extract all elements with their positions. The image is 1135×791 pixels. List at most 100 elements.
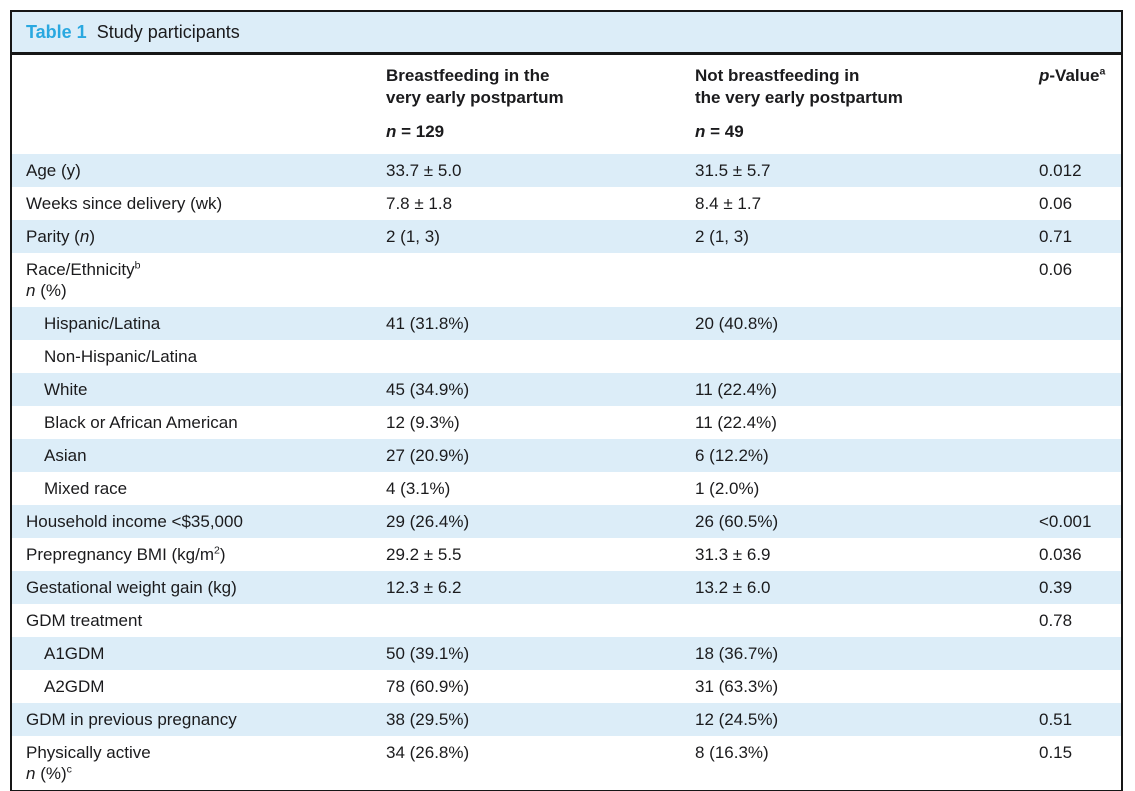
row-value-breastfeeding: 33.7 ± 5.0 — [386, 161, 462, 180]
row-value-not-breastfeeding: 31.5 ± 5.7 — [695, 161, 771, 180]
row-p-value: 0.39 — [1039, 578, 1073, 597]
row-value-not-breastfeeding — [695, 340, 1039, 373]
header-not-breastfeeding-label: Not breastfeeding in the very early post… — [695, 65, 1039, 109]
row-value-not-breastfeeding: 26 (60.5%) — [695, 512, 779, 531]
row-label: GDM treatment — [26, 611, 143, 630]
row-value-not-breastfeeding: 2 (1, 3) — [695, 227, 749, 246]
table-row: A1GDM 50 (39.1%) 18 (36.7%) — [12, 637, 1121, 670]
row-label: Black or African American — [44, 413, 238, 432]
row-p-value — [1039, 670, 1121, 703]
row-label: White — [44, 380, 88, 399]
row-value-breastfeeding: 12 (9.3%) — [386, 413, 460, 432]
row-value-not-breastfeeding: 12 (24.5%) — [695, 710, 779, 729]
row-value-not-breastfeeding: 31.3 ± 6.9 — [695, 545, 771, 564]
row-label: Hispanic/Latina — [44, 314, 161, 333]
row-value-not-breastfeeding — [695, 253, 1039, 307]
table-row: GDM treatment 0.78 — [12, 604, 1121, 637]
row-p-value: <0.001 — [1039, 512, 1092, 531]
row-value-not-breastfeeding: 8 (16.3%) — [695, 743, 769, 762]
row-value-breastfeeding: 7.8 ± 1.8 — [386, 194, 453, 213]
row-label: Household income <$35,000 — [26, 512, 243, 531]
row-p-value: 0.71 — [1039, 227, 1073, 246]
table-caption: Study participants — [96, 21, 240, 42]
row-label: A2GDM — [44, 677, 105, 696]
header-breastfeeding-label: Breastfeeding in the very early postpart… — [386, 65, 695, 109]
row-value-breastfeeding: 50 (39.1%) — [386, 644, 470, 663]
row-label: Gestational weight gain (kg) — [26, 578, 237, 597]
table-row: Weeks since delivery (wk) 7.8 ± 1.8 8.4 ± … — [12, 187, 1121, 220]
row-p-value: 0.51 — [1039, 710, 1073, 729]
row-value-breastfeeding: 78 (60.9%) — [386, 677, 470, 696]
participants-table: Breastfeeding in the very early postpart… — [12, 55, 1121, 790]
row-value-not-breastfeeding — [695, 604, 1039, 637]
row-value-breastfeeding: 29 (26.4%) — [386, 512, 470, 531]
table-row: Mixed race 4 (3.1%) 1 (2.0%) — [12, 472, 1121, 505]
row-label: Mixed race — [44, 479, 128, 498]
header-breastfeeding: Breastfeeding in the very early postpart… — [386, 55, 695, 154]
row-value-breastfeeding: 38 (29.5%) — [386, 710, 470, 729]
row-p-value: 0.78 — [1039, 611, 1073, 630]
row-value-breastfeeding: 45 (34.9%) — [386, 380, 470, 399]
row-value-breastfeeding: 29.2 ± 5.5 — [386, 545, 462, 564]
table-row: Black or African American 12 (9.3%) 11 (22… — [12, 406, 1121, 439]
table-title-bar: Table 1 Study participants — [12, 12, 1121, 55]
row-value-not-breastfeeding: 13.2 ± 6.0 — [695, 578, 771, 597]
row-p-value: 0.06 — [1039, 194, 1073, 213]
row-value-breastfeeding: 41 (31.8%) — [386, 314, 470, 333]
header-not-breastfeeding: Not breastfeeding in the very early post… — [695, 55, 1039, 154]
row-value-not-breastfeeding: 8.4 ± 1.7 — [695, 194, 762, 213]
table-1-frame: Table 1 Study participants Breastfeeding… — [10, 10, 1123, 791]
row-value-not-breastfeeding: 31 (63.3%) — [695, 677, 779, 696]
header-not-breastfeeding-n: n = 49 — [695, 122, 744, 141]
table-row: Asian 27 (20.9%) 6 (12.2%) — [12, 439, 1121, 472]
table-body: Age (y) 33.7 ± 5.0 31.5 ± 5.7 0.012 Weeks si… — [12, 154, 1121, 790]
row-label: Asian — [44, 446, 87, 465]
table-row: White 45 (34.9%) 11 (22.4%) — [12, 373, 1121, 406]
table-row: Non-Hispanic/Latina — [12, 340, 1121, 373]
row-p-value — [1039, 472, 1121, 505]
table-row: GDM in previous pregnancy 38 (29.5%) 12 (2… — [12, 703, 1121, 736]
table-number: Table 1 — [26, 21, 87, 42]
row-label: Prepregnancy BMI (kg/m2) — [26, 544, 226, 564]
row-value-breastfeeding: 4 (3.1%) — [386, 479, 451, 498]
table-header: Breastfeeding in the very early postpart… — [12, 55, 1121, 154]
row-value-breastfeeding: 12.3 ± 6.2 — [386, 578, 462, 597]
header-breastfeeding-n: n = 129 — [386, 122, 445, 141]
row-value-not-breastfeeding: 11 (22.4%) — [695, 380, 777, 399]
table-row: Race/Ethnicityb n (%) 0.06 — [12, 253, 1121, 307]
row-value-not-breastfeeding: 6 (12.2%) — [695, 446, 769, 465]
row-p-value — [1039, 406, 1121, 439]
row-label: GDM in previous pregnancy — [26, 710, 237, 729]
table-row: A2GDM 78 (60.9%) 31 (63.3%) — [12, 670, 1121, 703]
row-label: Weeks since delivery (wk) — [26, 194, 223, 213]
table-row: Household income <$35,000 29 (26.4%) 26 (6… — [12, 505, 1121, 538]
header-breastfeeding-line1: Breastfeeding in the — [386, 66, 550, 85]
header-p-value-label: p-Valuea — [1039, 65, 1106, 85]
table-row: Prepregnancy BMI (kg/m2) 29.2 ± 5.5 31.3 ±… — [12, 538, 1121, 571]
row-p-value — [1039, 439, 1121, 472]
header-empty-cell — [12, 55, 386, 154]
row-p-value — [1039, 637, 1121, 670]
row-p-value: 0.06 — [1039, 260, 1073, 279]
row-p-value — [1039, 340, 1121, 373]
row-p-value — [1039, 307, 1121, 340]
table-row: Parity (n) 2 (1, 3) 2 (1, 3) 0.71 — [12, 220, 1121, 253]
row-label: Age (y) — [26, 161, 81, 180]
table-row: Gestational weight gain (kg) 12.3 ± 6.2 13… — [12, 571, 1121, 604]
row-label: Physically active n (%)c — [26, 743, 151, 783]
row-label: Parity (n) — [26, 227, 95, 246]
header-not-breastfeeding-line2: the very early postpartum — [695, 88, 903, 107]
row-p-value — [1039, 373, 1121, 406]
row-p-value: 0.036 — [1039, 545, 1082, 564]
row-value-not-breastfeeding: 11 (22.4%) — [695, 413, 777, 432]
row-value-not-breastfeeding: 1 (2.0%) — [695, 479, 760, 498]
row-value-not-breastfeeding: 20 (40.8%) — [695, 314, 779, 333]
table-row: Age (y) 33.7 ± 5.0 31.5 ± 5.7 0.012 — [12, 154, 1121, 187]
row-value-not-breastfeeding: 18 (36.7%) — [695, 644, 779, 663]
header-not-breastfeeding-line1: Not breastfeeding in — [695, 66, 860, 85]
row-label: Race/Ethnicityb n (%) — [26, 259, 141, 300]
row-p-value: 0.15 — [1039, 743, 1073, 762]
row-value-breastfeeding — [386, 253, 695, 307]
row-value-breastfeeding: 2 (1, 3) — [386, 227, 440, 246]
